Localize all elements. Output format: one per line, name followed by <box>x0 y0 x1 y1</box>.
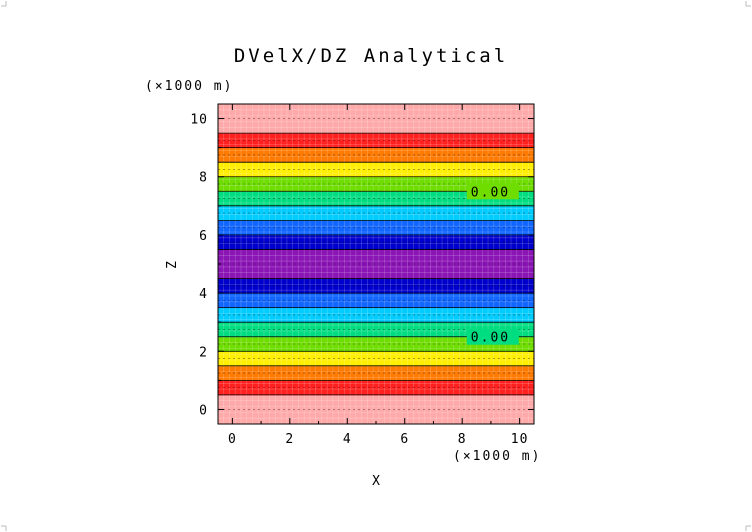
heatmap-band <box>218 307 534 323</box>
heatmap-band <box>218 249 534 280</box>
x-unit-label: (×1000 m) <box>453 449 541 464</box>
contour-label: 0.00 <box>471 331 510 346</box>
y-tick-label: 4 <box>199 287 208 302</box>
heatmap-band <box>218 147 534 163</box>
heatmap-band <box>218 234 534 250</box>
y-tick-label: 0 <box>199 403 208 418</box>
contour-label-background <box>466 328 519 345</box>
heatmap-band <box>218 278 534 294</box>
contour-label-background <box>466 183 519 200</box>
heatmap-band <box>218 293 534 309</box>
x-tick-label: 0 <box>228 432 237 447</box>
y-tick-label: 2 <box>199 345 208 360</box>
heatmap-band <box>218 133 534 149</box>
y-tick-label: 10 <box>190 113 208 128</box>
heatmap-bands <box>218 104 534 425</box>
heatmap-band <box>218 176 534 192</box>
heatmap-band <box>218 191 534 207</box>
x-axis-ticks: 0 2 4 6 8 10 <box>228 104 529 447</box>
heatmap-band <box>218 322 534 338</box>
heatmap-band <box>218 205 534 221</box>
x-tick-label: 8 <box>458 432 467 447</box>
y-unit-label: (×1000 m) <box>145 79 233 94</box>
y-tick-label: 8 <box>199 171 208 186</box>
x-tick-label: 6 <box>400 432 409 447</box>
heatmap-band <box>218 394 534 425</box>
heatmap-band <box>218 380 534 396</box>
contour-lines: 0.00 0.00 <box>218 118 534 410</box>
chart-title: DVelX/DZ Analytical <box>234 45 508 67</box>
x-tick-label: 4 <box>343 432 352 447</box>
x-tick-label: 2 <box>285 432 294 447</box>
y-axis-label: Z <box>165 261 180 269</box>
heatmap-band <box>218 104 534 134</box>
heatmap-band <box>218 220 534 236</box>
heatmap-band <box>218 336 534 352</box>
heatmap-band <box>218 365 534 381</box>
y-axis-ticks: 0 2 4 6 8 10 <box>190 113 534 418</box>
x-axis-label: X <box>372 474 380 489</box>
heatmap-band <box>218 162 534 178</box>
y-tick-label: 6 <box>199 229 208 244</box>
heatmap-band <box>218 351 534 367</box>
x-tick-label: 10 <box>511 432 529 447</box>
contour-label: 0.00 <box>471 185 510 200</box>
